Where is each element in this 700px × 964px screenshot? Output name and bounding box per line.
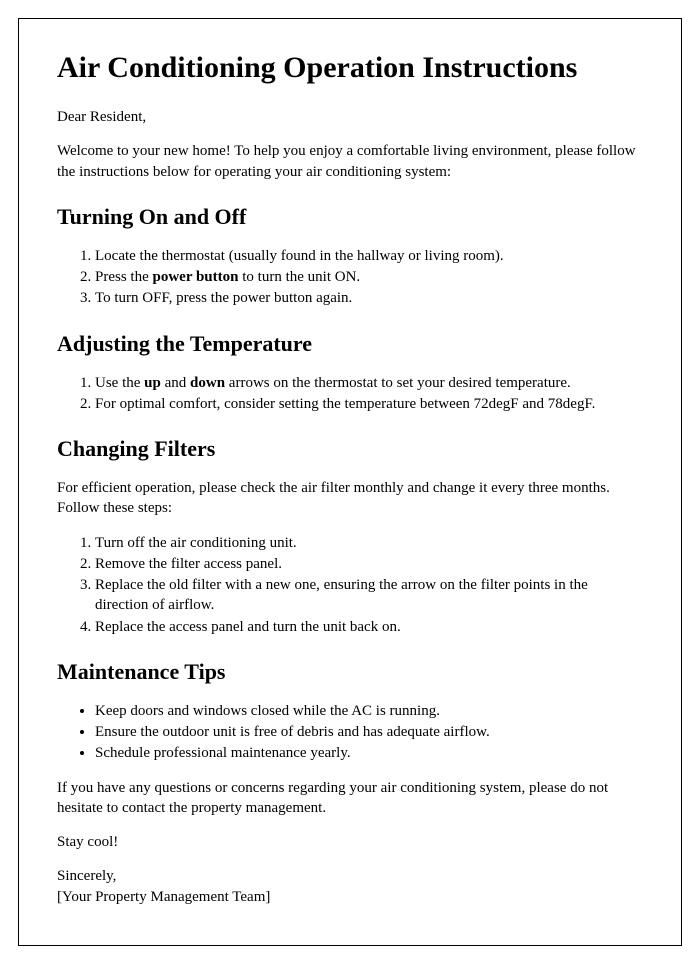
section-heading-turning-on-off: Turning On and Off <box>57 204 643 230</box>
section-heading-maintenance-tips: Maintenance Tips <box>57 659 643 685</box>
tip-text: Keep doors and windows closed while the … <box>95 703 440 719</box>
step-text-bold: power button <box>153 269 239 285</box>
step-text-bold: down <box>190 375 225 391</box>
step-text: arrows on the thermostat to set your des… <box>225 375 571 391</box>
sincerely: Sincerely, <box>57 866 643 886</box>
step-text: and <box>161 375 190 391</box>
step-text: To turn OFF, press the power button agai… <box>95 290 352 306</box>
step-text: Replace the access panel and turn the un… <box>95 619 401 635</box>
step-text: Use the <box>95 375 144 391</box>
list-item: Use the up and down arrows on the thermo… <box>95 373 643 393</box>
list-item: Replace the access panel and turn the un… <box>95 617 643 637</box>
maintenance-tips-list: Keep doors and windows closed while the … <box>95 701 643 764</box>
signoff-block: Sincerely, [Your Property Management Tea… <box>57 866 643 907</box>
step-text: Remove the filter access panel. <box>95 556 282 572</box>
list-item: Keep doors and windows closed while the … <box>95 701 643 721</box>
list-item: Turn off the air conditioning unit. <box>95 533 643 553</box>
list-item: Ensure the outdoor unit is free of debri… <box>95 722 643 742</box>
list-item: Remove the filter access panel. <box>95 554 643 574</box>
section-heading-changing-filters: Changing Filters <box>57 436 643 462</box>
tip-text: Ensure the outdoor unit is free of debri… <box>95 724 490 740</box>
step-text-bold: up <box>144 375 161 391</box>
changing-filters-steps: Turn off the air conditioning unit. Remo… <box>95 533 643 637</box>
step-text: Replace the old filter with a new one, e… <box>95 577 588 613</box>
intro-paragraph: Welcome to your new home! To help you en… <box>57 141 643 182</box>
step-text: Press the <box>95 269 153 285</box>
list-item: Schedule professional maintenance yearly… <box>95 743 643 763</box>
list-item: Replace the old filter with a new one, e… <box>95 575 643 616</box>
list-item: To turn OFF, press the power button agai… <box>95 288 643 308</box>
adjusting-temperature-steps: Use the up and down arrows on the thermo… <box>95 373 643 415</box>
signature: [Your Property Management Team] <box>57 887 643 907</box>
step-text: Locate the thermostat (usually found in … <box>95 248 504 264</box>
greeting: Dear Resident, <box>57 107 643 127</box>
closing-paragraph: If you have any questions or concerns re… <box>57 778 643 819</box>
step-text: For optimal comfort, consider setting th… <box>95 396 595 412</box>
step-text: Turn off the air conditioning unit. <box>95 535 297 551</box>
step-text: to turn the unit ON. <box>239 269 361 285</box>
stay-cool: Stay cool! <box>57 832 643 852</box>
list-item: For optimal comfort, consider setting th… <box>95 394 643 414</box>
document-title: Air Conditioning Operation Instructions <box>57 51 643 85</box>
section-heading-adjusting-temperature: Adjusting the Temperature <box>57 331 643 357</box>
list-item: Locate the thermostat (usually found in … <box>95 246 643 266</box>
tip-text: Schedule professional maintenance yearly… <box>95 745 351 761</box>
list-item: Press the power button to turn the unit … <box>95 267 643 287</box>
changing-filters-intro: For efficient operation, please check th… <box>57 478 643 519</box>
document-page: Air Conditioning Operation Instructions … <box>18 18 682 946</box>
turning-on-off-steps: Locate the thermostat (usually found in … <box>95 246 643 309</box>
